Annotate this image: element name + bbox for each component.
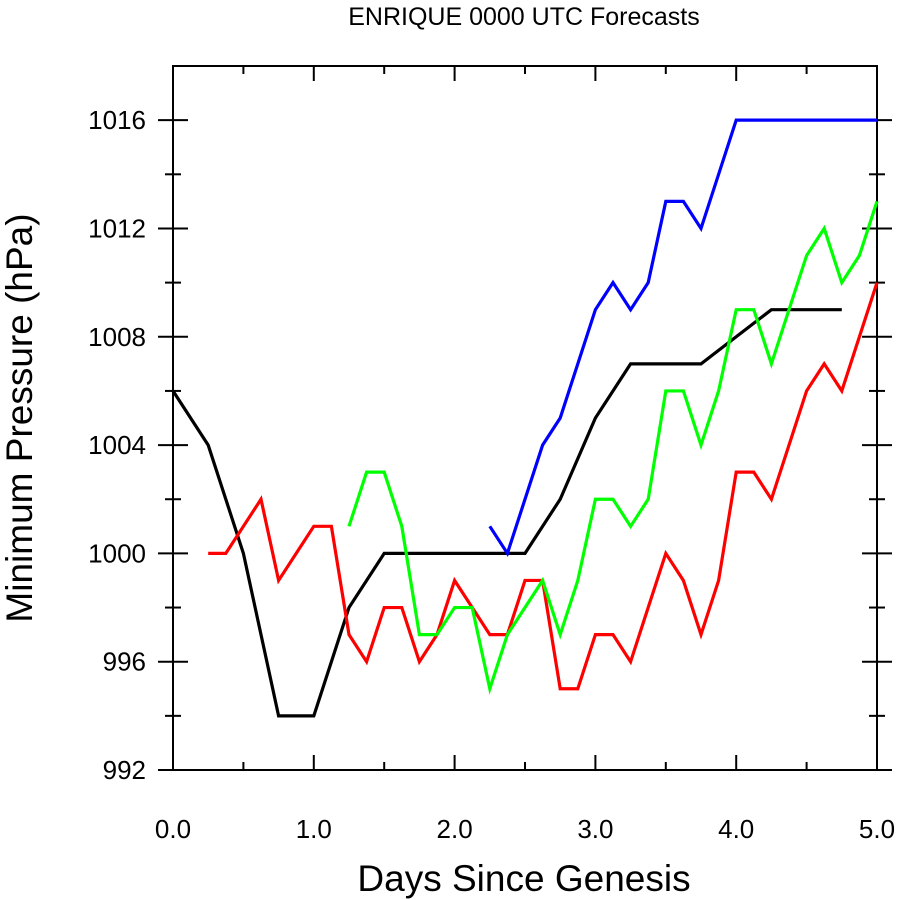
series-line-3 xyxy=(347,200,879,695)
y-tick-label: 996 xyxy=(103,647,146,677)
y-tick-label: 1000 xyxy=(88,538,146,568)
y-tick-label: 1004 xyxy=(88,430,146,460)
y-axis-label: Minimum Pressure (hPa) xyxy=(0,213,40,622)
y-tick-label: 1008 xyxy=(88,322,146,352)
y-tick-label: 1016 xyxy=(88,105,146,135)
series-line-1 xyxy=(171,308,842,718)
x-tick-label: 1.0 xyxy=(296,814,332,844)
x-tick-label: 5.0 xyxy=(859,814,895,844)
ticks-layer xyxy=(158,66,892,771)
chart-title: ENRIQUE 0000 UTC Forecasts xyxy=(348,3,700,31)
y-tick-label: 1012 xyxy=(88,213,146,243)
plot-frame xyxy=(172,65,878,771)
x-axis-label: Days Since Genesis xyxy=(357,858,690,899)
tick-labels-layer: 0.0 1.0 2.0 3.0 4.0 5.0 992 996 1000 1004 1008 1012… xyxy=(88,105,895,844)
series-layer xyxy=(171,118,879,718)
series-line-4 xyxy=(488,118,877,558)
x-tick-label: 4.0 xyxy=(718,814,754,844)
x-tick-label: 2.0 xyxy=(437,814,473,844)
x-tick-label: 0.0 xyxy=(155,814,191,844)
y-tick-label: 992 xyxy=(103,755,146,785)
x-tick-label: 3.0 xyxy=(577,814,613,844)
